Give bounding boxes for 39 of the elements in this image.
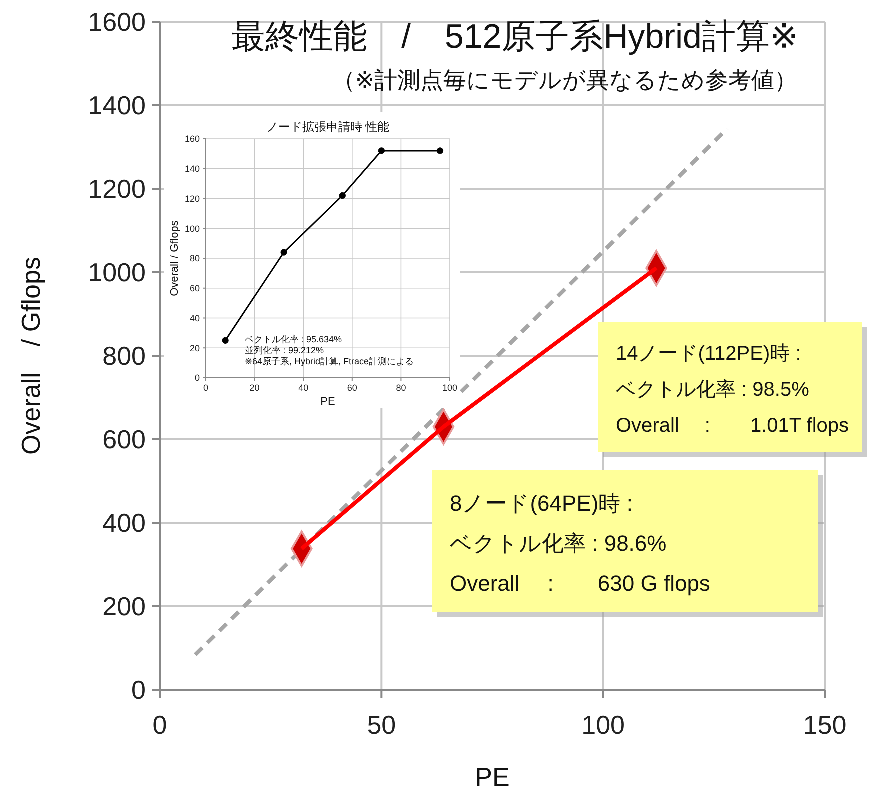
x-axis-title: PE — [320, 396, 336, 408]
y-tick-label: 40 — [190, 313, 200, 324]
y-tick-label: 1200 — [88, 174, 146, 204]
chart-title: 最終性能 / 512原子系Hybrid計算※ — [232, 18, 798, 56]
y-tick-label: 140 — [184, 164, 200, 174]
y-tick-label: 800 — [102, 341, 146, 372]
x-tick-label: 80 — [396, 383, 406, 393]
y-tick-label: 60 — [190, 284, 200, 294]
x-axis-title: PE — [475, 762, 510, 791]
x-tick-label: 40 — [298, 383, 309, 393]
y-tick-label: 120 — [184, 194, 200, 204]
y-tick-label: 20 — [190, 343, 200, 354]
annotation: 14ノード(112PE)時 : ベクトル化率 : 98.5% Overall : 1.01T flops — [616, 343, 850, 437]
y-tick-label: 1000 — [88, 258, 146, 288]
x-tick-label: 60 — [347, 383, 358, 393]
y-tick-label: 1400 — [88, 90, 146, 121]
y-tick-label: 160 — [184, 134, 200, 144]
y-tick-label: 0 — [194, 373, 200, 384]
y-tick-label: 1600 — [88, 7, 146, 38]
y-axis-title: Overall / Gflops — [16, 257, 46, 455]
y-tick-label: 400 — [102, 508, 146, 538]
annotation: ベクトル化率 : 95.634% 並列化率 : 99.212% ※64原子系, Hybrid計算, Ftrace計測による — [245, 334, 414, 366]
y-tick-label: 600 — [102, 424, 146, 455]
x-tick-label: 0 — [152, 710, 168, 740]
y-tick-label: 80 — [190, 254, 200, 264]
y-tick-label: 0 — [132, 675, 146, 706]
text: （※計測点毎にモデルが異なるため参考値） — [332, 67, 798, 93]
x-tick-label: 20 — [250, 383, 260, 393]
x-tick-label: 100 — [442, 383, 458, 393]
y-tick-label: 100 — [184, 224, 200, 234]
x-tick-label: 50 — [367, 710, 396, 740]
chart-title: ノード拡張申請時 性能 — [266, 120, 390, 134]
x-tick-label: 100 — [582, 710, 626, 740]
x-tick-label: 0 — [203, 383, 209, 393]
point — [436, 148, 444, 154]
x-tick-label: 150 — [803, 710, 847, 740]
y-tick-label: 200 — [102, 592, 146, 622]
annotation: 8ノード(64PE)時 : ベクトル化率 : 98.6% Overall : 630 G flops — [450, 491, 710, 596]
y-axis-title: Overall / Gflops — [169, 220, 181, 296]
